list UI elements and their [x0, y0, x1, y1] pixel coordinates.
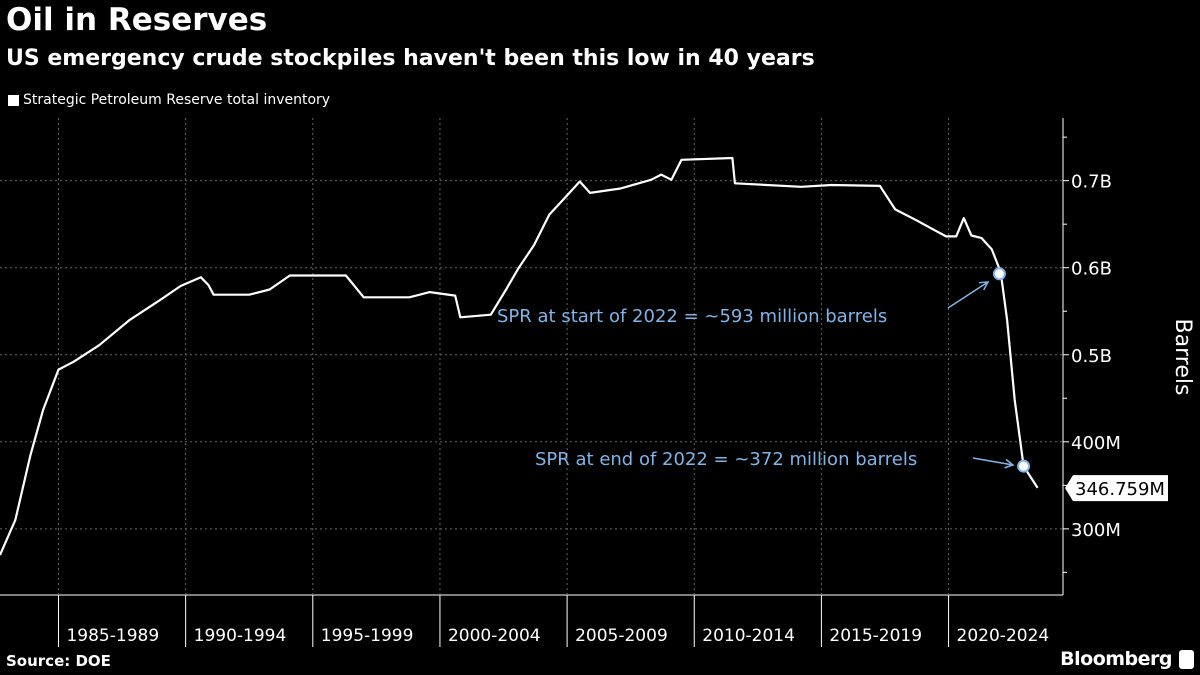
annotation-arrowhead — [1004, 458, 1015, 469]
y-tick-label: 0.5B — [1071, 346, 1112, 367]
y-tick-label: 300M — [1071, 520, 1121, 541]
chart-subtitle: US emergency crude stockpiles haven't be… — [6, 46, 815, 71]
x-category-label: 2020-2024 — [957, 626, 1050, 646]
x-category-label: 1985-1989 — [66, 626, 159, 646]
annotation-text: SPR at end of 2022 = ~372 million barrel… — [535, 449, 917, 470]
annotation-arrow — [947, 281, 989, 309]
legend: Strategic Petroleum Reserve total invent… — [8, 92, 330, 108]
y-tick-label: 0.7B — [1071, 172, 1112, 193]
annotation-arrowhead — [978, 281, 990, 291]
annotation-marker — [992, 267, 1006, 281]
annotation-marker — [1017, 459, 1031, 473]
x-category-label: 2005-2009 — [575, 626, 668, 646]
last-value-label: 346.759M — [1075, 479, 1165, 500]
x-category-label: 1995-1999 — [321, 626, 414, 646]
legend-label: Strategic Petroleum Reserve total invent… — [23, 92, 331, 108]
chart-title: Oil in Reserves — [6, 2, 268, 38]
annotation-text: SPR at start of 2022 = ~593 million barr… — [497, 306, 887, 327]
annotation-arrow — [972, 457, 1014, 466]
source-note: Source: DOE — [6, 652, 111, 670]
series-line — [0, 156, 1039, 556]
x-category-label: 1990-1994 — [194, 626, 287, 646]
y-tick-label: 0.6B — [1071, 259, 1112, 280]
x-category-label: 2010-2014 — [702, 626, 795, 646]
y-tick-label: 400M — [1071, 433, 1121, 454]
last-value-badge — [1065, 475, 1168, 502]
brand-logo: Bloomberg — [1060, 648, 1172, 670]
x-category-label: 2015-2019 — [829, 626, 922, 646]
legend-swatch — [8, 94, 19, 106]
x-category-label: 2000-2004 — [448, 626, 541, 646]
bloomberg-icon — [1179, 650, 1194, 669]
y-axis-label: Barrels — [1170, 319, 1195, 396]
